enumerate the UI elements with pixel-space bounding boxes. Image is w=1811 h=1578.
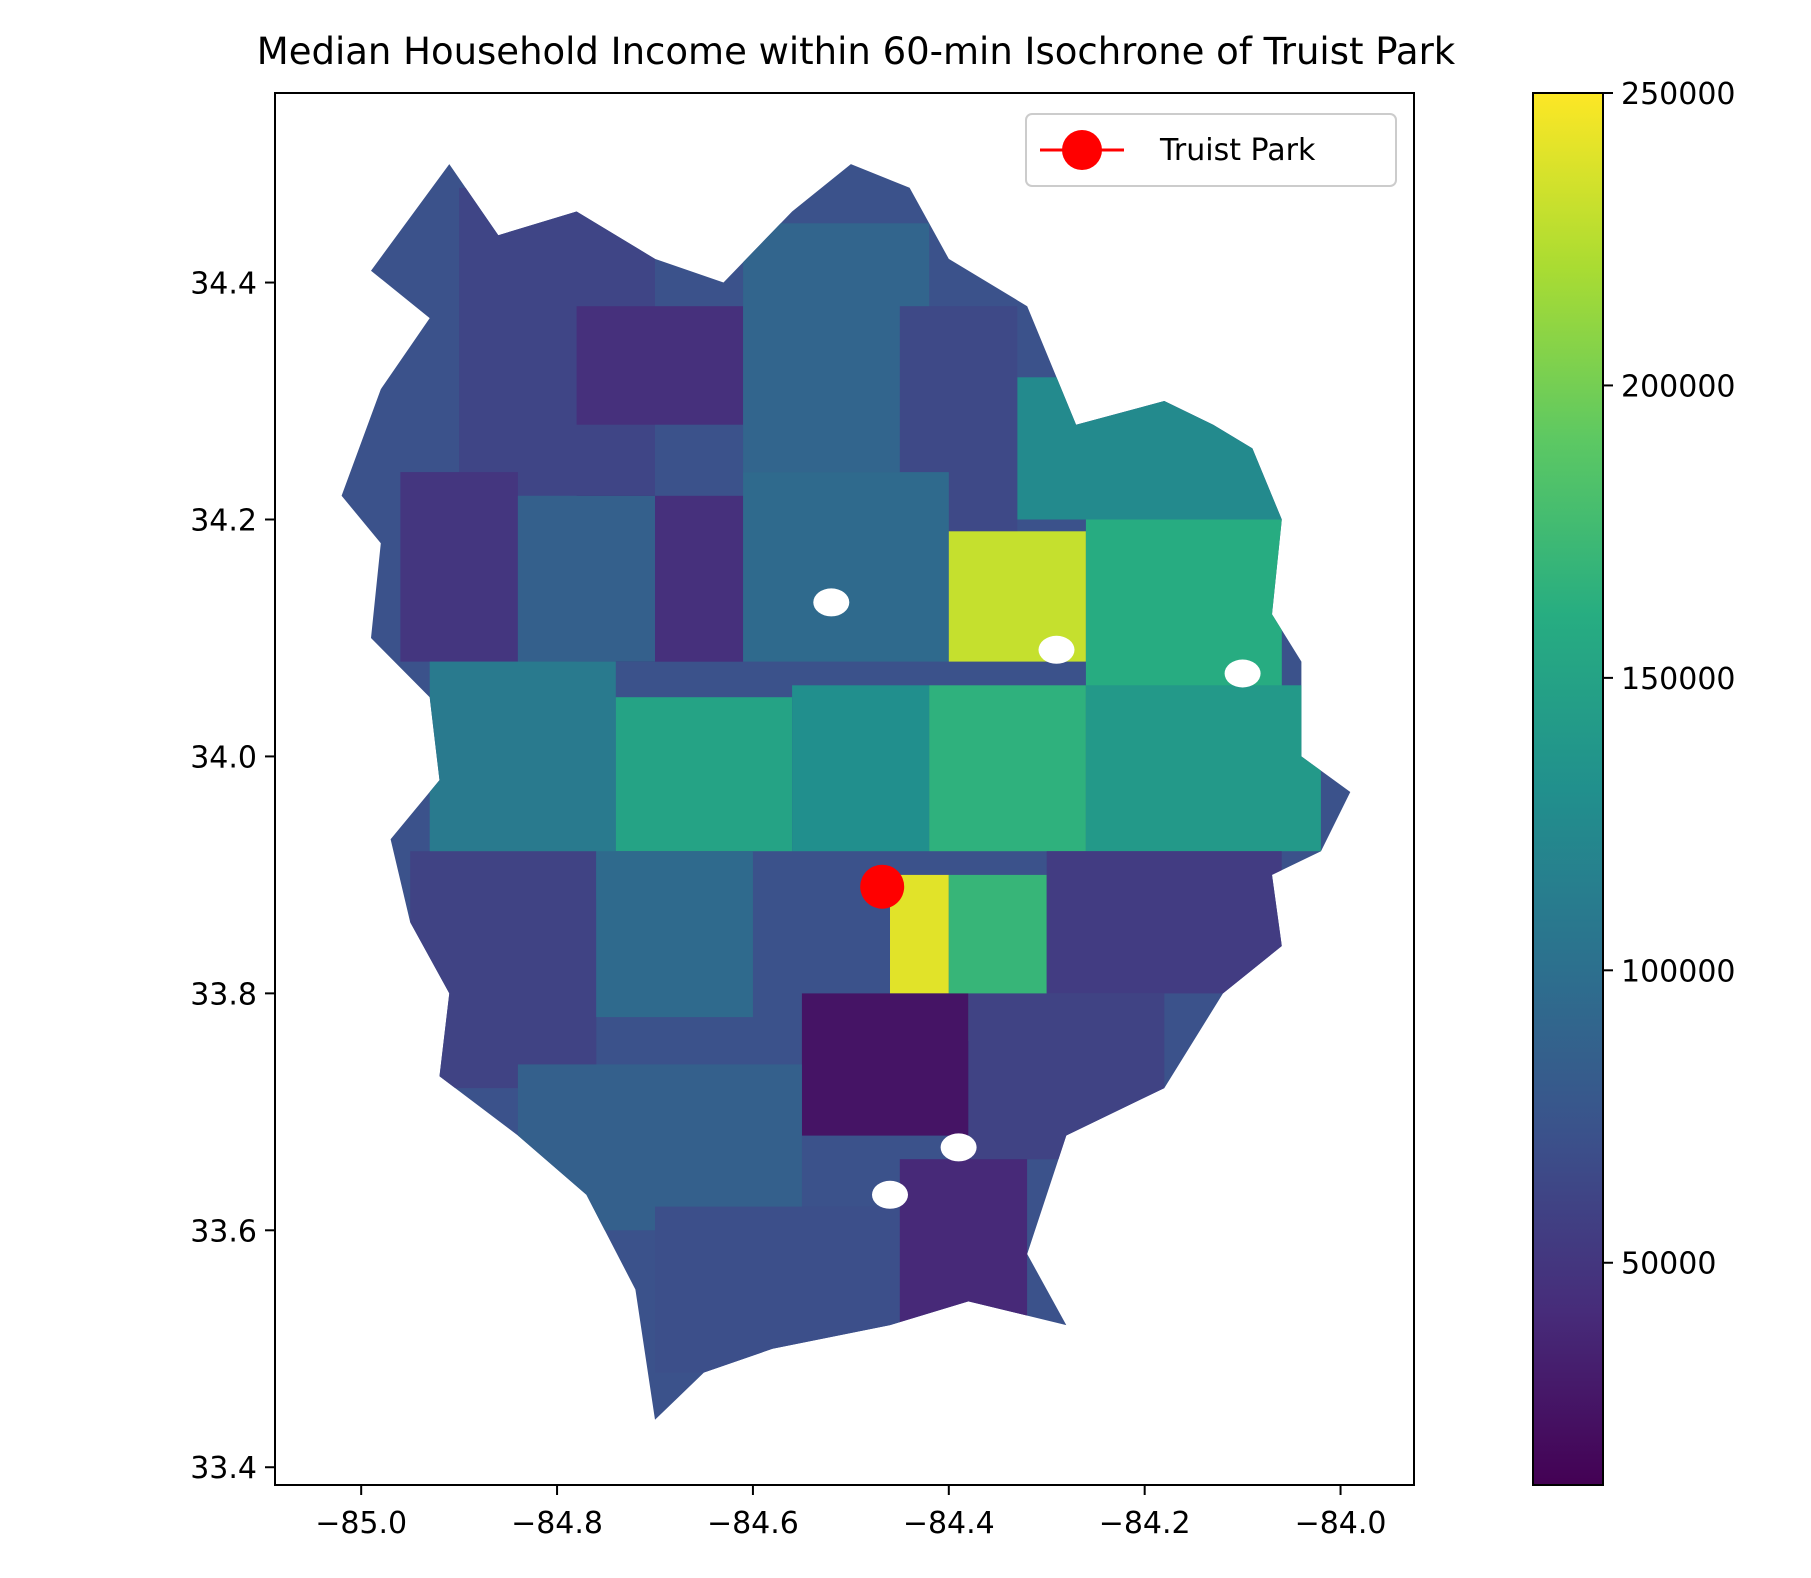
income-region xyxy=(801,993,969,1136)
income-region xyxy=(400,472,518,662)
x-axis: −85.0 −84.8 −84.6 −84.4 −84.2 −84.0 xyxy=(315,1485,1387,1541)
colorbar-scale xyxy=(1532,92,1604,1486)
axes-frame xyxy=(274,92,1415,1486)
y-tick-label: 34.4 xyxy=(190,267,257,302)
x-tick-label: −84.4 xyxy=(903,1506,995,1541)
colorbar-ticks: 50000 100000 150000 200000 250000 xyxy=(1603,77,1736,1282)
legend-label: Truist Park xyxy=(1159,133,1316,168)
income-region xyxy=(655,1206,900,1373)
legend: Truist Park xyxy=(1025,113,1397,187)
x-tick-label: −85.0 xyxy=(315,1506,407,1541)
income-region xyxy=(517,495,655,662)
y-axis: 33.4 33.6 33.8 34.0 34.2 34.4 xyxy=(190,267,275,1486)
unfilled-hole xyxy=(872,1180,908,1209)
colorbar-tick-label: 100000 xyxy=(1621,954,1736,989)
colorbar: 50000 100000 150000 200000 250000 xyxy=(1532,77,1736,1486)
y-tick-label: 34.0 xyxy=(190,740,257,775)
chart-title: Median Household Income within 60-min Is… xyxy=(257,30,1456,73)
unfilled-holes xyxy=(813,588,1261,1209)
x-tick-label: −84.8 xyxy=(511,1506,603,1541)
income-region xyxy=(899,1159,1028,1326)
income-region xyxy=(615,697,793,852)
y-tick-label: 33.4 xyxy=(190,1451,257,1486)
income-region xyxy=(1046,851,1282,994)
colorbar-tick-label: 150000 xyxy=(1621,662,1736,697)
x-tick-label: −84.0 xyxy=(1295,1506,1387,1541)
colorbar-tick-label: 250000 xyxy=(1621,77,1736,112)
unfilled-hole xyxy=(813,588,850,617)
income-region xyxy=(596,851,753,1018)
income-region xyxy=(576,306,744,425)
income-region xyxy=(743,223,930,473)
income-region xyxy=(1085,685,1321,852)
unfilled-hole xyxy=(1224,659,1261,688)
income-region xyxy=(792,685,930,852)
y-tick-label: 33.6 xyxy=(190,1214,257,1249)
truist-park-marker xyxy=(860,864,905,909)
colorbar-tick-label: 200000 xyxy=(1621,369,1736,404)
y-tick-label: 34.2 xyxy=(190,503,257,538)
x-tick-label: −84.6 xyxy=(707,1506,799,1541)
x-tick-label: −84.2 xyxy=(1099,1506,1191,1541)
income-region xyxy=(743,472,949,662)
unfilled-hole xyxy=(940,1133,977,1162)
income-region xyxy=(929,685,1086,852)
legend-marker-icon xyxy=(1062,130,1102,170)
colorbar-tick-label: 50000 xyxy=(1621,1247,1716,1282)
income-region xyxy=(410,851,597,1089)
legend-box xyxy=(1025,113,1397,187)
y-tick-label: 33.8 xyxy=(190,977,257,1012)
income-region xyxy=(968,993,1165,1160)
unfilled-hole xyxy=(1038,635,1075,664)
truist-park-marker-group xyxy=(860,864,905,909)
map-layer xyxy=(341,164,1351,1420)
income-region xyxy=(1017,377,1282,520)
income-region xyxy=(517,1064,802,1231)
income-region xyxy=(655,495,744,662)
